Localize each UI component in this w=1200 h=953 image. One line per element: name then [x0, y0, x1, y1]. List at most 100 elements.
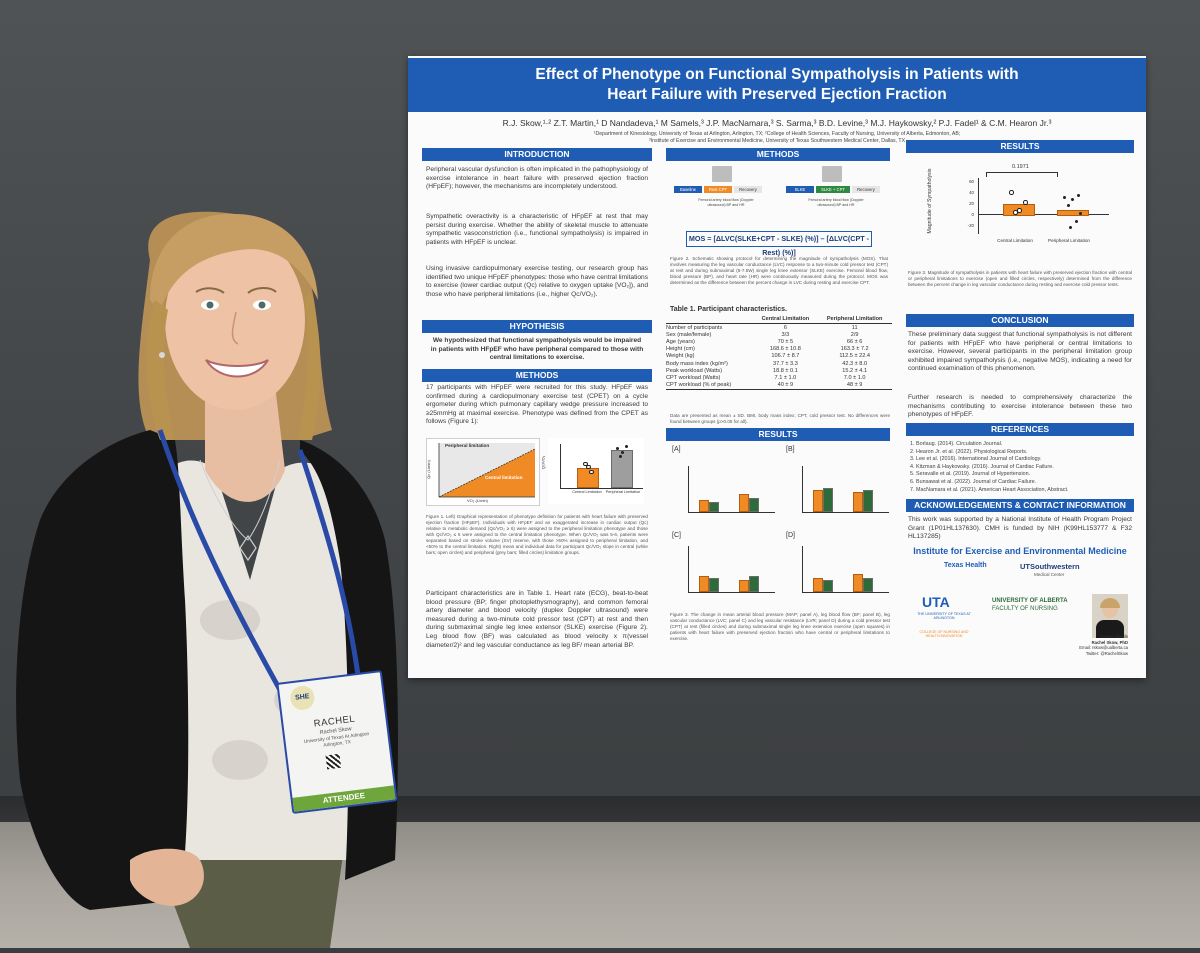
contact-twitter: Twitter: @RachelSkow	[1085, 650, 1128, 656]
sympatholysis-y-label: Magnitude of Sympatholysis	[927, 168, 933, 234]
acknowledgements-text: This work was supported by a National In…	[908, 516, 1132, 541]
presenter-figure	[16, 211, 398, 948]
section-acknowledgements: ACKNOWLEDGEMENTS & CONTACT INFORMATION	[906, 499, 1134, 512]
conference-logo: SHE	[288, 684, 316, 712]
texas-health-logo: Texas Health	[944, 562, 987, 569]
peripheral-limitation-label: Peripheral limitation	[445, 443, 490, 448]
table-cell: 106.7 ± 8.7	[771, 353, 800, 360]
table-row: Number of participants 6 11	[666, 324, 892, 332]
intro-paragraph-3: Using invasive cardiopulmonary exercise …	[426, 265, 648, 298]
central-limitation-label: Central limitation	[485, 475, 523, 480]
section-methods-mid: METHODS	[666, 148, 890, 161]
baseline-phase: Baseline	[674, 186, 702, 193]
alberta-subtext: FACULTY OF NURSING	[992, 606, 1058, 612]
table-cell: CPT workload (% of peak)	[666, 381, 754, 390]
panel-a-plot	[688, 466, 775, 513]
panel-b: [B]	[786, 446, 892, 526]
central-point	[1017, 208, 1022, 213]
peripheral-mos-bar	[1057, 210, 1089, 216]
table-row: Sex (male/female) 3/3 2/9	[666, 331, 892, 338]
panel-c-label: [C]	[672, 532, 681, 539]
table-cell: Body mass index (kg/m²)	[666, 360, 728, 367]
y-tick-label: -20	[967, 223, 974, 228]
necklace-pendant	[239, 534, 257, 562]
badge-qr-code	[325, 753, 342, 770]
research-poster: Effect of Phenotype on Functional Sympat…	[408, 56, 1146, 678]
hair-front	[150, 213, 318, 310]
table-cell: Peak workload (Watts)	[666, 367, 723, 374]
reference-item: Borlaug. (2014). Circulation Journal.	[916, 441, 1140, 449]
hypothesis-text: We hypothesized that functional sympatho…	[430, 337, 644, 362]
y-tick-label: 40	[969, 190, 974, 195]
section-introduction: INTRODUCTION	[422, 148, 652, 161]
panel-a-bar	[739, 494, 749, 512]
figure-2-caption: Figure 2. Schematic showing protocol for…	[670, 256, 888, 285]
lanyard-left	[157, 429, 283, 692]
panel-a-bar	[709, 502, 719, 512]
table-cell: 112.5 ± 22.4	[839, 353, 870, 360]
peripheral-limitation-region	[439, 443, 535, 497]
qc-vo2-cat-peripheral: Peripheral Limitation	[605, 490, 641, 494]
peripheral-point	[1069, 226, 1072, 229]
methods-paragraph-1: 17 participants with HFpEF were recruite…	[426, 384, 648, 426]
table-1-note: Data are presented as mean ± SD. BMI, bo…	[670, 413, 890, 424]
intro-paragraph-2: Sympathetic overactivity is a characteri…	[426, 213, 648, 246]
table-1-title: Table 1. Participant characteristics.	[670, 306, 787, 313]
panel-c-bar	[749, 576, 759, 592]
significance-bracket	[986, 172, 1058, 177]
reference-item: Kitzman & Haykowsky. (2016). Journal of …	[916, 464, 1140, 472]
central-limitation-bar	[577, 468, 599, 488]
sympatholysis-cat-central: Central Limitation	[997, 238, 1033, 243]
table-cell: Age (years)	[666, 338, 695, 345]
cardigan-left	[16, 430, 189, 910]
table-cell: 163.3 ± 7.2	[840, 346, 869, 353]
protocol-schematic: Baseline Rest CPT Recovery SLKE SLKE + C…	[672, 166, 886, 226]
reference-item: MacNamara et al. (2021). American Heart …	[916, 487, 1140, 495]
peripheral-point	[619, 455, 622, 458]
section-references: REFERENCES	[906, 423, 1134, 436]
alberta-logo: UNIVERSITY OF ALBERTA	[992, 598, 1068, 604]
figure-3-caption: Figure 3. The change in mean arterial bl…	[670, 612, 890, 641]
peripheral-point	[1077, 194, 1080, 197]
table-row: Weight (kg) 106.7 ± 8.7 112.5 ± 22.4	[666, 353, 892, 360]
y-tick-label: 0	[971, 212, 974, 217]
peripheral-point	[621, 451, 624, 454]
panel-d-bar	[813, 578, 823, 592]
central-point	[1023, 200, 1028, 205]
contact-label: Contact details	[1100, 634, 1128, 639]
table-cell: 6	[783, 324, 787, 331]
peripheral-point	[616, 447, 619, 450]
presenter: SHE RACHEL Rachel Skow University of Tex…	[0, 0, 460, 948]
measurement-note-2: Femoral artery blood flow (Doppler ultra…	[808, 198, 864, 207]
ut-southwestern-logo: UTSouthwestern	[1020, 562, 1080, 571]
section-methods-left: METHODS	[422, 369, 652, 382]
methods-paragraph-2: Participant characteristics are in Table…	[426, 590, 648, 649]
table-row: Height (cm) 168.6 ± 10.8 163.3 ± 7.2	[666, 346, 892, 353]
ut-southwestern-subtext: Medical Center	[1034, 572, 1065, 577]
section-hypothesis: HYPOTHESIS	[422, 320, 652, 333]
panel-b-bar	[813, 490, 823, 512]
intro-paragraph-1: Peripheral vascular dysfunction is often…	[426, 166, 648, 191]
central-point	[1009, 190, 1014, 195]
table-cell: Sex (male/female)	[666, 331, 712, 338]
table-cell: 66 ± 6	[846, 338, 863, 345]
central-point	[589, 469, 594, 474]
necklace	[199, 459, 281, 541]
panel-b-bar	[853, 492, 863, 512]
table-row: CPT workload (Watts) 7.1 ± 1.0 7.0 ± 1.0	[666, 374, 892, 381]
peripheral-point	[1075, 220, 1078, 223]
panel-d-label: [D]	[786, 532, 795, 539]
qc-vo2-plot-area	[560, 444, 643, 489]
poster-affiliations: ¹Department of Kinesiology, University o…	[593, 131, 961, 144]
mos-equation: MOS = [ΔLVC(SLKE+CPT - SLKE) (%)] – [ΔLV…	[686, 231, 872, 257]
uta-logo: UTA	[922, 594, 950, 610]
panel-a-bar	[699, 500, 709, 512]
references-list: Borlaug. (2014). Circulation Journal. He…	[906, 441, 1140, 494]
conclusion-paragraph-2: Further research is needed to comprehens…	[908, 394, 1132, 419]
leg-ergometer-graphic	[712, 166, 732, 182]
diagram-x-axis-label: VO₂ (L/min)	[467, 498, 488, 503]
table-cell: 7.0 ± 1.0	[843, 374, 866, 381]
panel-c-bar	[739, 580, 749, 592]
section-results-mid: RESULTS	[666, 428, 890, 441]
table-cell: Height (cm)	[666, 346, 695, 353]
